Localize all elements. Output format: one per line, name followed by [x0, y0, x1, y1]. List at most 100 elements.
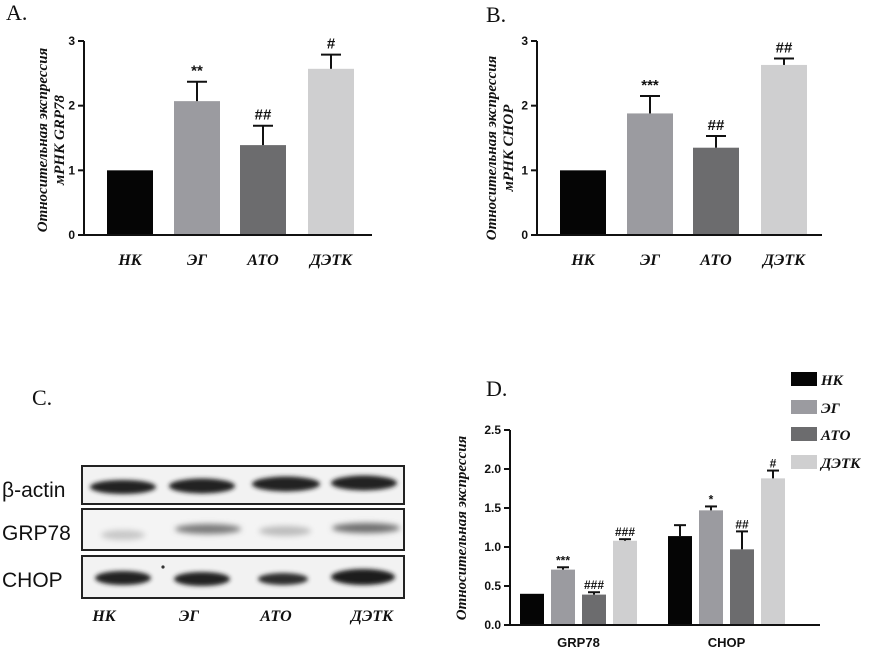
y-ticks-d: 0.0 0.5 1.0 1.5 2.0 2.5 [484, 423, 510, 632]
significance-label: ## [255, 107, 272, 124]
blot-strip-chop [81, 555, 405, 599]
bar [240, 145, 286, 235]
category-label: ЭГ [187, 252, 207, 269]
blot-row-label-grp78: GRP78 [2, 522, 71, 545]
y-tick-label: 1.5 [484, 501, 501, 515]
y-tick-label: 2.0 [484, 462, 501, 476]
legend-label: НК [820, 373, 844, 389]
blot-band [90, 480, 156, 494]
panel-label-b: B. [486, 2, 506, 27]
bar [668, 536, 692, 625]
y-tick-label: 0 [521, 228, 528, 242]
category-label: GRP78 [557, 635, 600, 650]
bar [613, 540, 637, 625]
significance-label: ### [615, 525, 635, 539]
y-axis-label-b-line1: Относительная экспрессия [484, 55, 500, 240]
bar [627, 113, 673, 235]
bar [560, 170, 606, 235]
y-axis-label-d: Относительная экспрессия [454, 435, 470, 620]
bar [761, 64, 807, 235]
category-labels-a: НК ЭГ АТО ДЭТК [117, 252, 353, 269]
legend-swatch [791, 372, 817, 386]
significance-label: ## [708, 117, 725, 134]
significance-label: *** [556, 553, 570, 567]
significance-label: * [709, 492, 714, 506]
panel-label-c: C. [32, 385, 52, 410]
significance-label: *** [641, 77, 659, 94]
blot-band [259, 526, 311, 536]
legend-swatch [791, 427, 817, 441]
legend-label: АТО [820, 428, 851, 444]
blot-strip-grp78 [81, 508, 405, 551]
legend-label: ДЭТК [819, 456, 861, 472]
y-tick-label: 2 [68, 99, 75, 113]
blot-lane-label-ato: АТО [259, 608, 292, 625]
y-tick-label: 3 [68, 34, 75, 48]
chart-b: B. Относительная экспрессия мРНК CHOP 0 1… [484, 2, 822, 269]
y-tick-label: 0 [68, 228, 75, 242]
bar [107, 170, 153, 235]
blot-lane-label-detk: ДЭТК [349, 608, 394, 625]
category-label: ДЭТК [761, 252, 806, 269]
bar [699, 510, 723, 625]
chart-a: A. Относительная экспрессия мРНК GRP78 0… [6, 0, 372, 269]
category-label: НК [570, 252, 595, 269]
axes-b [536, 41, 822, 236]
significance-label: ## [776, 39, 793, 56]
blot-band [331, 569, 395, 585]
bar [551, 569, 575, 625]
bar [174, 101, 220, 235]
blot-band [95, 571, 151, 585]
y-tick-label: 1 [68, 163, 75, 177]
category-label: ДЭТК [308, 252, 353, 269]
bar [730, 549, 754, 625]
blot-band [252, 476, 320, 492]
y-ticks-b: 0 1 2 3 [521, 34, 537, 242]
panel-label-a: A. [6, 0, 27, 25]
legend-swatch [791, 400, 817, 414]
bars-d: ***######*### [520, 457, 785, 625]
category-label: ЭГ [640, 252, 660, 269]
y-tick-label: 2 [521, 99, 528, 113]
legend-swatch [791, 455, 817, 469]
western-blot: C. β-actin GRP78 CHOP НК [2, 385, 405, 625]
panel-label-d: D. [486, 376, 507, 401]
blot-lane-label-eg: ЭГ [179, 608, 199, 625]
y-axis-label-a-line2: мРНК GRP78 [52, 94, 68, 186]
significance-label: ## [735, 517, 749, 531]
legend-label: ЭГ [821, 401, 841, 417]
blot-row-label-chop: CHOP [2, 569, 63, 592]
bar [761, 478, 785, 625]
bars-a: **### [107, 36, 354, 235]
bars-b: *** ## ## [560, 39, 807, 235]
category-label: НК [117, 252, 142, 269]
blot-band [331, 475, 397, 491]
blot-band [175, 524, 241, 534]
category-label: АТО [246, 252, 279, 269]
y-tick-label: 3 [521, 34, 528, 48]
category-label: CHOP [708, 635, 746, 650]
blot-band [332, 523, 400, 533]
y-tick-label: 1.0 [484, 540, 501, 554]
bar [520, 593, 544, 625]
blot-band [174, 572, 230, 586]
y-tick-label: 0.0 [484, 618, 501, 632]
bar [308, 68, 354, 235]
significance-label: # [327, 36, 336, 53]
legend-d: НК ЭГ АТО ДЭТК [791, 372, 861, 472]
y-tick-label: 2.5 [484, 423, 501, 437]
y-axis-label-a-line1: Относительная экспрессия [35, 47, 51, 232]
significance-label: ### [584, 578, 604, 592]
y-tick-label: 0.5 [484, 579, 501, 593]
chart-d: D. Относительная экспрессия 0.0 0.5 1.0 1.5… [454, 372, 861, 650]
blot-lane-label-nk: НК [91, 608, 116, 625]
significance-label: ** [191, 63, 203, 80]
axes-a [83, 41, 372, 236]
category-label: АТО [699, 252, 732, 269]
axes-d [509, 430, 820, 626]
category-labels-b: НК ЭГ АТО ДЭТК [570, 252, 806, 269]
category-labels-d: GRP78 CHOP [557, 635, 745, 650]
bar [693, 147, 739, 235]
blot-strip-beta-actin [81, 465, 405, 505]
